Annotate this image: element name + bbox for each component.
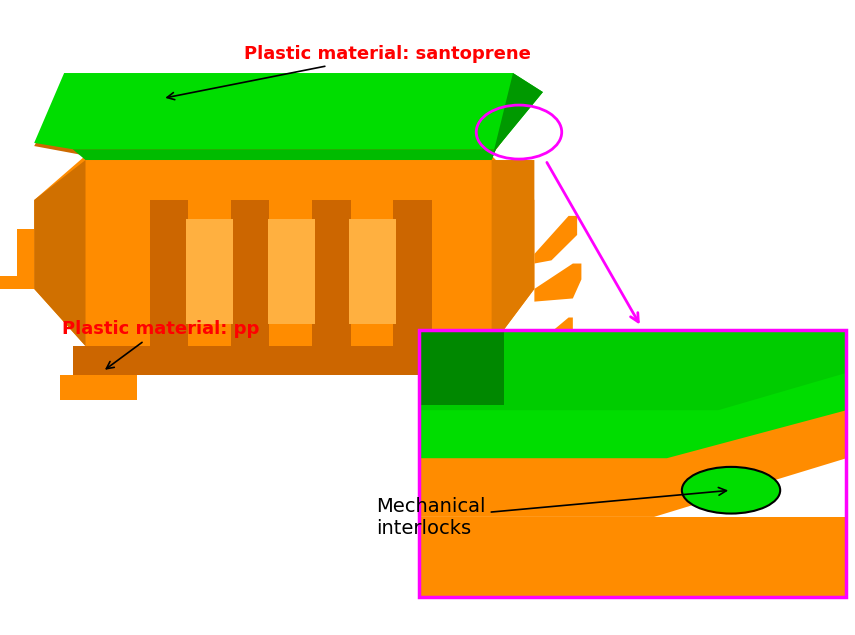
Polygon shape xyxy=(34,156,534,346)
Polygon shape xyxy=(34,160,86,346)
Polygon shape xyxy=(34,83,534,156)
Polygon shape xyxy=(60,375,137,400)
Bar xyxy=(419,330,846,597)
Text: Mechanical
interlocks: Mechanical interlocks xyxy=(376,488,727,538)
Polygon shape xyxy=(34,73,543,149)
Polygon shape xyxy=(73,346,492,375)
Polygon shape xyxy=(150,200,188,346)
Polygon shape xyxy=(186,219,233,324)
Polygon shape xyxy=(419,330,504,405)
Polygon shape xyxy=(534,216,577,264)
Polygon shape xyxy=(492,73,543,160)
Polygon shape xyxy=(419,330,846,458)
Polygon shape xyxy=(86,200,492,346)
Polygon shape xyxy=(73,149,496,160)
Text: Plastic material: pp: Plastic material: pp xyxy=(62,320,259,369)
Polygon shape xyxy=(231,200,269,346)
Polygon shape xyxy=(312,200,351,346)
Polygon shape xyxy=(17,229,34,289)
Polygon shape xyxy=(393,200,432,346)
Polygon shape xyxy=(534,318,573,359)
Polygon shape xyxy=(534,264,581,302)
Polygon shape xyxy=(268,219,315,324)
Ellipse shape xyxy=(682,467,780,514)
Polygon shape xyxy=(419,330,846,517)
Polygon shape xyxy=(492,160,534,346)
Bar xyxy=(419,330,846,597)
Polygon shape xyxy=(419,517,846,597)
Polygon shape xyxy=(419,330,846,410)
Text: Plastic material: santoprene: Plastic material: santoprene xyxy=(167,45,531,100)
Polygon shape xyxy=(349,219,396,324)
Polygon shape xyxy=(0,276,34,289)
